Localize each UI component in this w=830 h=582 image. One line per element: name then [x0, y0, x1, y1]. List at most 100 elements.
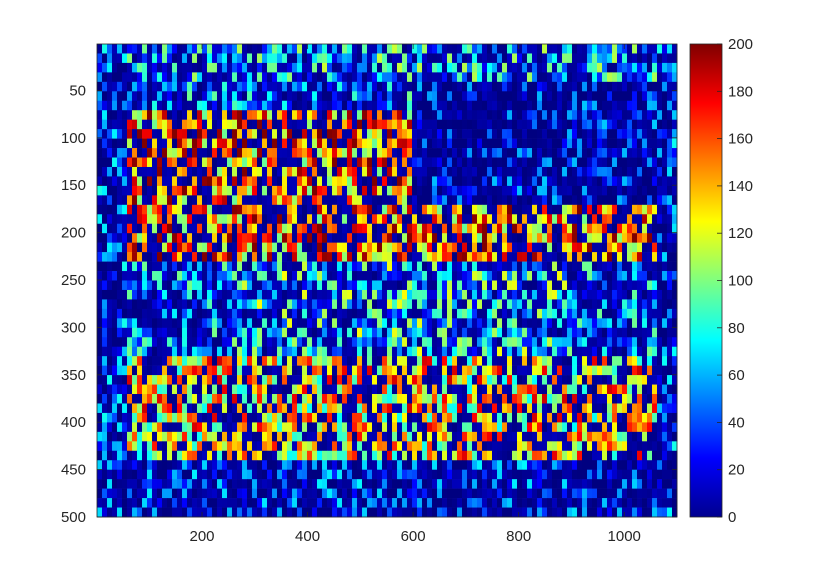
- heatmap-cell: [182, 337, 188, 348]
- heatmap-cell: [177, 327, 183, 338]
- heatmap-cell: [607, 289, 613, 300]
- heatmap-cell: [527, 261, 533, 272]
- heatmap-cell: [632, 148, 638, 158]
- heatmap-cell: [427, 412, 433, 423]
- heatmap-cell: [672, 422, 678, 433]
- heatmap-cell: [287, 252, 293, 262]
- heatmap-cell: [357, 318, 363, 329]
- heatmap-cell: [507, 185, 513, 196]
- heatmap-cell: [117, 327, 123, 338]
- heatmap-cell: [437, 261, 443, 272]
- heatmap-cell: [157, 214, 163, 225]
- heatmap-cell: [602, 337, 608, 348]
- heatmap-cell: [182, 356, 188, 366]
- heatmap-cell: [652, 100, 658, 111]
- heatmap-cell: [362, 185, 368, 196]
- heatmap-cell: [567, 119, 573, 130]
- heatmap-cell: [577, 280, 583, 291]
- heatmap-cell: [537, 299, 543, 310]
- heatmap-cell: [177, 394, 183, 404]
- heatmap-cell: [437, 91, 443, 102]
- heatmap-cell: [177, 346, 183, 357]
- heatmap-cell: [622, 252, 628, 262]
- heatmap-cell: [547, 261, 553, 272]
- heatmap-cell: [652, 356, 658, 366]
- heatmap-cell: [642, 299, 648, 310]
- heatmap-cell: [202, 280, 208, 291]
- heatmap-cell: [127, 214, 133, 225]
- heatmap-cell: [197, 299, 203, 310]
- heatmap-cell: [587, 53, 593, 64]
- heatmap-cell: [312, 412, 318, 423]
- heatmap-cell: [252, 299, 258, 310]
- heatmap-cell: [172, 44, 178, 54]
- heatmap-cell: [637, 129, 643, 139]
- heatmap-cell: [402, 394, 408, 404]
- heatmap-cell: [472, 289, 478, 300]
- heatmap-cell: [302, 44, 308, 54]
- heatmap-cell: [622, 318, 628, 329]
- heatmap-cell: [572, 384, 578, 395]
- heatmap-cell: [152, 394, 158, 404]
- heatmap-cell: [282, 271, 288, 281]
- heatmap-cell: [557, 233, 563, 243]
- heatmap-cell: [437, 289, 443, 300]
- heatmap-cell: [137, 431, 143, 442]
- heatmap-cell: [347, 53, 353, 64]
- heatmap-cell: [277, 242, 283, 253]
- heatmap-cell: [387, 62, 393, 73]
- heatmap-cell: [547, 422, 553, 433]
- heatmap-cell: [402, 299, 408, 310]
- heatmap-cell: [437, 280, 443, 291]
- heatmap-cell: [532, 318, 538, 329]
- heatmap-cell: [477, 337, 483, 348]
- heatmap-cell: [412, 394, 418, 404]
- heatmap-cell: [257, 195, 263, 206]
- heatmap-cell: [482, 271, 488, 281]
- heatmap-cell: [347, 289, 353, 300]
- heatmap-cell: [412, 431, 418, 442]
- heatmap-cell: [422, 195, 428, 206]
- heatmap-cell: [542, 62, 548, 73]
- heatmap-cell: [542, 412, 548, 423]
- heatmap-cell: [192, 242, 198, 253]
- heatmap-cell: [222, 233, 228, 243]
- heatmap-cell: [482, 403, 488, 414]
- heatmap-cell: [172, 280, 178, 291]
- heatmap-cell: [347, 119, 353, 130]
- heatmap-cell: [557, 157, 563, 168]
- heatmap-cell: [302, 214, 308, 225]
- heatmap-cell: [617, 129, 623, 139]
- heatmap-cell: [482, 100, 488, 111]
- heatmap-cell: [372, 91, 378, 102]
- heatmap-cell: [582, 110, 588, 120]
- heatmap-cell: [537, 308, 543, 319]
- heatmap-cell: [222, 214, 228, 225]
- heatmap-cell: [307, 431, 313, 442]
- heatmap-cell: [222, 403, 228, 414]
- heatmap-cell: [552, 261, 558, 272]
- heatmap-cell: [237, 365, 243, 376]
- heatmap-cell: [607, 176, 613, 187]
- heatmap-cell: [377, 337, 383, 348]
- heatmap-cell: [192, 81, 198, 92]
- heatmap-cell: [227, 195, 233, 206]
- heatmap-cell: [312, 129, 318, 139]
- heatmap-cell: [397, 148, 403, 158]
- heatmap-cell: [597, 394, 603, 404]
- heatmap-cell: [427, 233, 433, 243]
- heatmap-cell: [612, 261, 618, 272]
- heatmap-cell: [117, 62, 123, 73]
- heatmap-cell: [207, 289, 213, 300]
- heatmap-cell: [507, 412, 513, 423]
- heatmap-cell: [217, 431, 223, 442]
- heatmap-cell: [432, 403, 438, 414]
- heatmap-cell: [427, 62, 433, 73]
- heatmap-cell: [352, 261, 358, 272]
- heatmap-cell: [492, 81, 498, 92]
- heatmap-cell: [632, 44, 638, 54]
- heatmap-cell: [197, 138, 203, 149]
- heatmap-cell: [132, 242, 138, 253]
- heatmap-cell: [502, 214, 508, 225]
- heatmap-cell: [272, 204, 278, 215]
